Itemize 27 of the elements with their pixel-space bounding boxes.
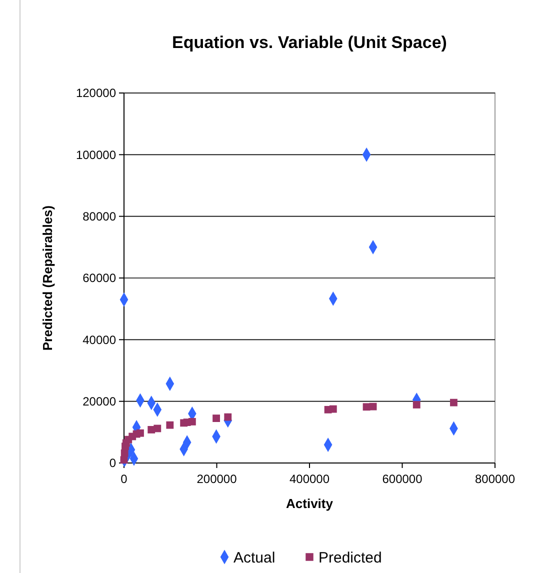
legend-label: Actual [234,549,276,566]
point [450,398,458,406]
legend-label: Predicted [318,549,382,566]
point [369,402,377,410]
x-tick-label: 200000 [196,472,238,486]
y-tick-label: 100000 [76,148,116,162]
y-axis-title: Predicted (Repairables) [40,205,55,351]
y-tick-label: 120000 [76,86,116,100]
point [412,401,420,408]
point [188,418,196,426]
chart-title: Equation vs. Variable (Unit Space) [172,33,447,52]
y-tick-label: 40000 [82,332,116,347]
point [154,424,162,432]
y-tick-label: 20000 [82,394,116,409]
x-axis-title: Activity [286,496,334,511]
y-tick-label: 0 [109,456,116,470]
point [329,405,337,413]
point [212,414,220,422]
x-tick-label: 0 [120,472,128,486]
point [166,421,174,429]
y-tick-label: 60000 [82,271,116,286]
y-tick-label: 80000 [82,210,116,224]
point [120,449,128,457]
x-tick-label: 800000 [474,472,516,486]
x-tick-label: 400000 [289,472,330,486]
x-tick-label: 600000 [382,472,423,486]
point [136,429,144,437]
